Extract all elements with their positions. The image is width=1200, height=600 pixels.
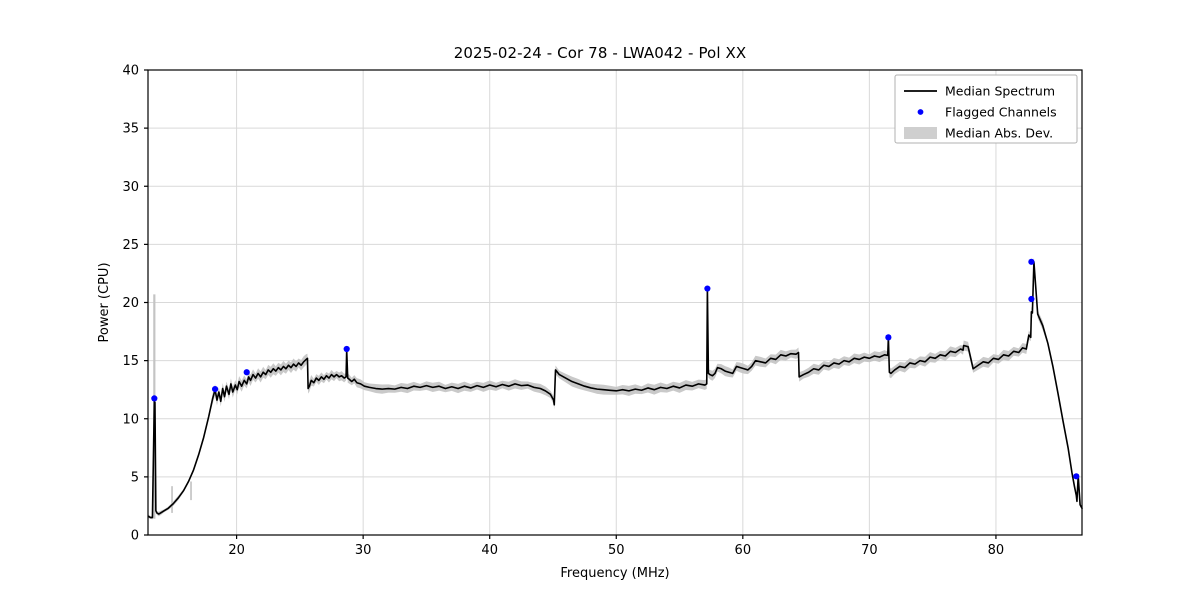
flagged-channel-point: [1028, 295, 1035, 303]
x-tick-70: 70: [861, 543, 878, 558]
flagged-channel-points: [151, 258, 1080, 480]
flagged-channel-point: [1073, 473, 1080, 480]
plot-axes: [144, 69, 1083, 539]
y-tick-25: 25: [122, 238, 139, 253]
y-tick-35: 35: [122, 122, 139, 137]
y-tick-5: 5: [131, 470, 139, 485]
axis-tick-labels: 0 5 10 15 20 25 30 35 40 20 30 40 50 60 70 80 Frequency …: [97, 64, 1004, 582]
legend-label-0: Median Spectrum: [945, 84, 1055, 99]
x-tick-60: 60: [735, 543, 752, 558]
x-tick-30: 30: [355, 543, 372, 558]
flagged-channel-point: [343, 345, 350, 353]
legend-label-2: Median Abs. Dev.: [945, 126, 1053, 141]
x-tick-80: 80: [988, 543, 1005, 558]
flagged-channel-point: [1028, 258, 1035, 265]
y-tick-10: 10: [122, 412, 139, 427]
flagged-channel-point: [243, 369, 250, 376]
y-axis-title: Power (CPU): [97, 262, 112, 342]
legend-label-1: Flagged Channels: [945, 105, 1057, 120]
flagged-channel-point: [211, 386, 219, 393]
flagged-channel-point: [704, 285, 711, 292]
median-spectrum-line: [147, 261, 1083, 519]
median-abs-dev-band: [148, 257, 1082, 520]
flagged-channel-point: [885, 334, 892, 341]
chart-title: 2025-02-24 - Cor 78 - LWA042 - Pol XX: [453, 44, 747, 62]
plot-legend[interactable]: Median Spectrum Flagged Channels Median Ab…: [894, 74, 1078, 144]
x-tick-20: 20: [228, 543, 245, 558]
y-tick-15: 15: [122, 354, 139, 369]
y-tick-0: 0: [131, 529, 139, 544]
flagged-channel-point: [151, 395, 158, 402]
x-tick-50: 50: [608, 543, 625, 558]
y-tick-30: 30: [122, 180, 139, 195]
y-tick-40: 40: [122, 64, 139, 79]
y-tick-20: 20: [122, 296, 139, 311]
x-axis-title: Frequency (MHz): [560, 566, 669, 581]
x-tick-40: 40: [481, 543, 498, 558]
